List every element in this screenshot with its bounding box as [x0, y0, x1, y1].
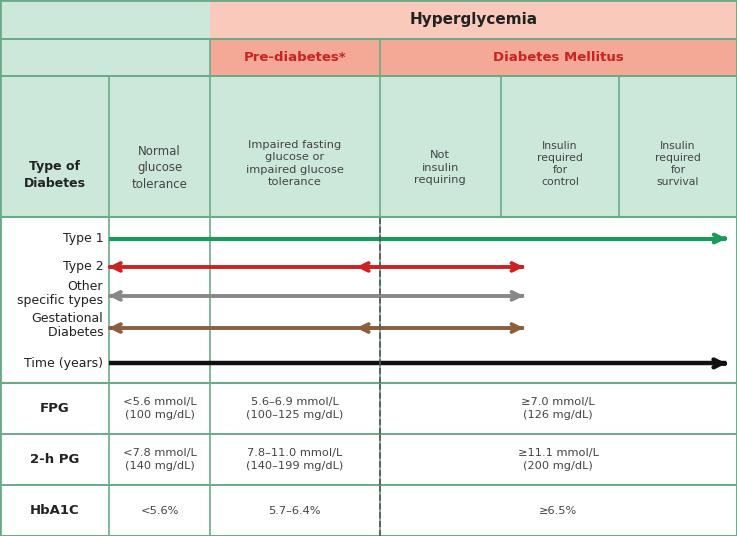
Text: Not
insulin
requiring: Not insulin requiring [414, 150, 467, 185]
Bar [0, 485, 109, 536]
Bar [0, 0, 737, 39]
Bar [0, 76, 737, 217]
Bar [210, 39, 380, 76]
Bar [380, 39, 737, 76]
Bar [0, 383, 737, 434]
Text: Type 2: Type 2 [63, 260, 103, 273]
Bar [109, 383, 210, 434]
Text: Other: Other [68, 280, 103, 293]
Text: Normal
glucose
tolerance: Normal glucose tolerance [132, 145, 187, 191]
Text: Insulin
required
for
survival: Insulin required for survival [655, 140, 701, 187]
Bar [109, 485, 210, 536]
Bar [210, 76, 380, 217]
Text: specific types: specific types [9, 294, 103, 307]
Text: FPG: FPG [40, 402, 69, 415]
Text: 5.7–6.4%: 5.7–6.4% [268, 505, 321, 516]
Text: Type 1: Type 1 [63, 232, 103, 245]
Text: <5.6 mmol/L
(100 mg/dL): <5.6 mmol/L (100 mg/dL) [123, 397, 196, 420]
Text: ≥6.5%: ≥6.5% [539, 505, 577, 516]
Text: Type of
Diabetes: Type of Diabetes [24, 160, 85, 190]
Text: Time (years): Time (years) [24, 357, 103, 370]
Bar [210, 434, 380, 485]
Bar [380, 434, 737, 485]
Bar [0, 217, 737, 383]
Bar [0, 39, 737, 76]
Text: Diabetes: Diabetes [40, 326, 103, 339]
Text: Hyperglycemia: Hyperglycemia [410, 12, 537, 27]
Bar [0, 434, 109, 485]
Text: Insulin
required
for
control: Insulin required for control [537, 140, 583, 187]
Bar [0, 0, 109, 39]
Bar [109, 76, 210, 217]
Bar [619, 76, 737, 217]
Text: Gestational: Gestational [32, 312, 103, 325]
Text: Pre-diabetes*: Pre-diabetes* [243, 51, 346, 64]
Text: Impaired fasting
glucose or
impaired glucose
tolerance: Impaired fasting glucose or impaired glu… [246, 140, 343, 187]
Bar [380, 485, 737, 536]
Bar [0, 217, 737, 383]
Bar [109, 434, 210, 485]
Text: 2-h PG: 2-h PG [30, 453, 79, 466]
Bar [380, 383, 737, 434]
Bar [210, 485, 380, 536]
Bar [0, 76, 109, 217]
Bar [0, 383, 109, 434]
Bar [109, 0, 210, 39]
Bar [0, 39, 109, 76]
Text: <7.8 mmol/L
(140 mg/dL): <7.8 mmol/L (140 mg/dL) [122, 448, 197, 471]
Bar [380, 76, 501, 217]
Bar [501, 76, 619, 217]
Bar [109, 39, 210, 76]
Bar [210, 383, 380, 434]
Text: 7.8–11.0 mmol/L
(140–199 mg/dL): 7.8–11.0 mmol/L (140–199 mg/dL) [246, 448, 343, 471]
Text: HbA1C: HbA1C [29, 504, 80, 517]
Text: ≥7.0 mmol/L
(126 mg/dL): ≥7.0 mmol/L (126 mg/dL) [522, 397, 595, 420]
Bar [0, 434, 737, 485]
Bar [210, 0, 737, 39]
Bar [0, 485, 737, 536]
Text: ≥11.1 mmol/L
(200 mg/dL): ≥11.1 mmol/L (200 mg/dL) [518, 448, 598, 471]
Text: 5.6–6.9 mmol/L
(100–125 mg/dL): 5.6–6.9 mmol/L (100–125 mg/dL) [246, 397, 343, 420]
Text: <5.6%: <5.6% [140, 505, 179, 516]
Text: Diabetes Mellitus: Diabetes Mellitus [493, 51, 624, 64]
